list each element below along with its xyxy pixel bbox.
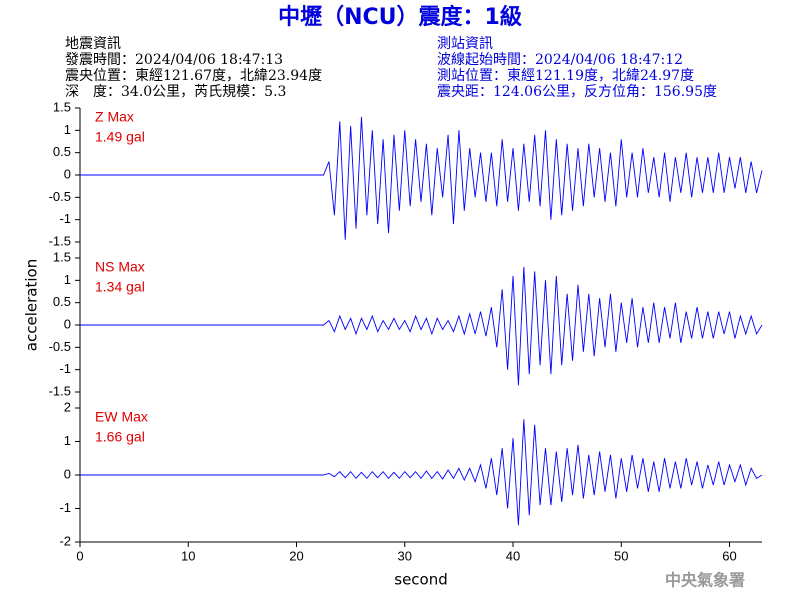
- y-tick-label: 1: [64, 272, 71, 287]
- component-label: NS Max: [95, 259, 145, 275]
- max-value: 1.66 gal: [95, 429, 145, 445]
- x-tick-label: 30: [398, 548, 412, 563]
- waveform: [80, 116, 763, 240]
- x-axis-title: second: [394, 571, 448, 589]
- y-tick-label: -1: [59, 500, 71, 515]
- x-tick-label: 20: [289, 548, 303, 563]
- y-tick-label: 1: [64, 122, 71, 137]
- x-tick-label: 10: [181, 548, 195, 563]
- max-value: 1.49 gal: [95, 129, 145, 145]
- x-tick-label: 0: [76, 548, 83, 563]
- y-tick-label: -1: [59, 211, 71, 226]
- y-tick-label: 0: [64, 166, 71, 181]
- y-tick-label: 0: [64, 316, 71, 331]
- info-line: 震央位置：東經121.67度，北緯23.94度: [65, 68, 322, 84]
- x-tick-label: 40: [506, 548, 520, 563]
- component-label: EW Max: [95, 409, 148, 425]
- footer: 中央氣象署: [665, 571, 745, 590]
- info-line: 深 度：34.0公里，芮氏規模：5.3: [65, 83, 286, 100]
- waveform: [80, 419, 763, 526]
- y-tick-label: 1.5: [53, 249, 71, 264]
- y-tick-label: 1: [64, 433, 71, 448]
- info-line: 波線起始時間：2024/04/06 18:47:12: [437, 52, 683, 68]
- x-tick-label: 50: [614, 548, 628, 563]
- info-line: 測站位置：東經121.19度，北緯24.97度: [437, 68, 694, 84]
- y-tick-label: -2: [59, 533, 71, 548]
- waveform: [80, 266, 763, 386]
- y-tick-label: -1.5: [49, 383, 71, 398]
- y-tick-label: -1: [59, 361, 71, 376]
- y-axis-title: acceleration: [23, 259, 41, 351]
- x-tick-label: 60: [722, 548, 736, 563]
- y-tick-label: -1.5: [49, 233, 71, 248]
- y-tick-label: 0.5: [53, 294, 71, 309]
- info-line: 發震時間：2024/04/06 18:47:13: [65, 52, 283, 68]
- y-tick-label: 0: [64, 466, 71, 481]
- y-tick-label: 2: [64, 399, 71, 414]
- component-label: Z Max: [95, 109, 134, 125]
- title: 中壢（NCU）震度：1級: [278, 4, 522, 30]
- y-tick-label: -0.5: [49, 189, 71, 204]
- info-line: 震央距：124.06公里，反方位角：156.95度: [437, 84, 717, 100]
- y-tick-label: 0.5: [53, 144, 71, 159]
- y-tick-label: -0.5: [49, 339, 71, 354]
- info-line: 地震資訊: [65, 36, 121, 52]
- info-line: 測站資訊: [437, 36, 493, 52]
- y-tick-label: 1.5: [53, 99, 71, 114]
- max-value: 1.34 gal: [95, 279, 145, 295]
